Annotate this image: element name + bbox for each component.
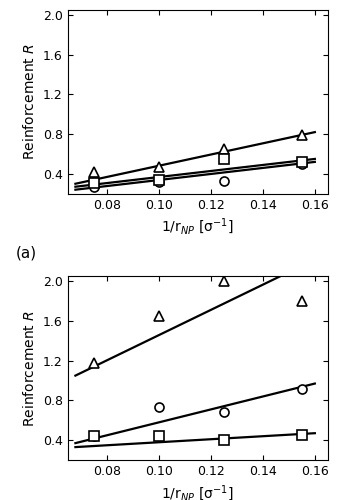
Y-axis label: Reinforcement $R$: Reinforcement $R$ xyxy=(22,44,37,160)
Text: (a): (a) xyxy=(16,245,37,260)
X-axis label: 1/r$_{NP}$ [σ$^{-1}$]: 1/r$_{NP}$ [σ$^{-1}$] xyxy=(162,217,234,238)
X-axis label: 1/r$_{NP}$ [σ$^{-1}$]: 1/r$_{NP}$ [σ$^{-1}$] xyxy=(162,484,234,500)
Y-axis label: Reinforcement $R$: Reinforcement $R$ xyxy=(22,310,37,426)
